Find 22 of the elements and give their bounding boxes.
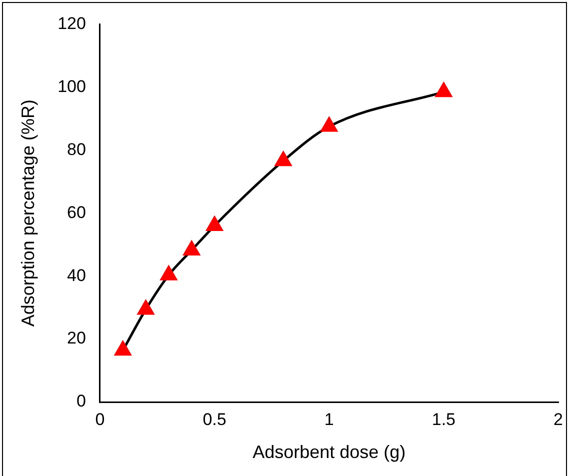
- y-axis-title: Adsorption percentage (%R): [18, 100, 38, 327]
- x-tick-label: 2: [554, 410, 564, 429]
- point: [114, 341, 132, 356]
- point: [206, 216, 223, 231]
- y-tick-label: 20: [67, 328, 86, 348]
- x-tick-label: 0: [95, 410, 105, 429]
- y-tick-label: 60: [67, 202, 86, 222]
- x-axis-title: Adsorbent dose (g): [252, 442, 406, 462]
- y-tick-label: 100: [58, 76, 86, 96]
- y-tick-label: 120: [58, 14, 86, 33]
- y-tick-label: 40: [67, 266, 86, 285]
- y-tick-label: 80: [67, 140, 86, 159]
- point: [320, 117, 338, 132]
- point: [160, 266, 177, 280]
- point: [275, 152, 292, 166]
- x-tick-label: 1.5: [432, 410, 456, 429]
- point: [138, 300, 154, 315]
- point: [183, 241, 200, 256]
- point: [436, 82, 452, 98]
- x-tick-label: 0.5: [202, 410, 226, 429]
- y-tick-label: 0: [76, 392, 86, 411]
- x-tick-label: 1: [324, 410, 334, 429]
